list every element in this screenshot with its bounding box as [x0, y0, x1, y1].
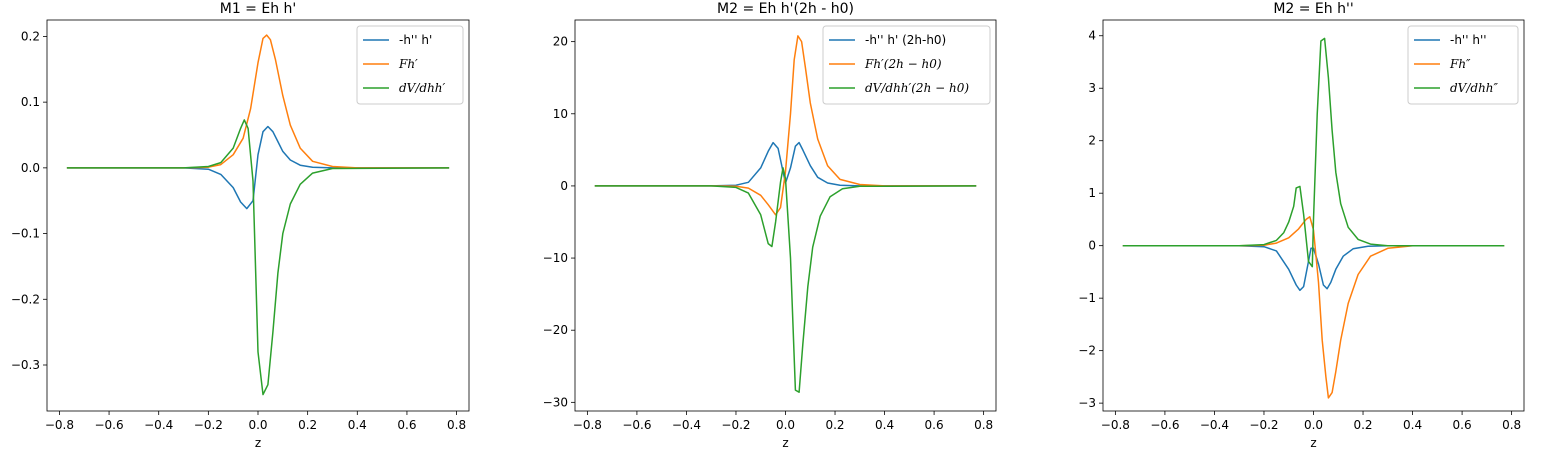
- legend-box: [1407, 25, 1519, 105]
- series-line-1: [594, 141, 977, 187]
- x-tick-label: 0.6: [1453, 418, 1472, 432]
- legend-box: [822, 25, 991, 105]
- legend-entry: Fh′(2h − h0): [864, 57, 942, 71]
- y-tick-label: 0: [560, 179, 568, 193]
- y-tick-label: −10: [543, 251, 568, 265]
- y-tick-label: 2: [1088, 134, 1096, 148]
- x-tick-label: 0.8: [447, 418, 466, 432]
- legend-entry: dV/dhh″: [1450, 81, 1499, 95]
- x-tick-label: −0.6: [622, 418, 651, 432]
- legend-entry: dV/dhh′(2h − h0): [865, 81, 969, 95]
- legend-box: [356, 25, 464, 105]
- axes-frame: [574, 19, 997, 412]
- x-tick-label: 0.2: [1353, 418, 1372, 432]
- legend-entry: -h'' h' (2h-h0): [865, 33, 946, 47]
- chart-title: M2 = Eh h'': [1273, 1, 1353, 17]
- legend-entry: dV/dhh′: [399, 81, 446, 95]
- axes-frame: [46, 19, 470, 412]
- x-axis-label: z: [782, 436, 788, 450]
- series-line-3: [594, 167, 977, 393]
- y-tick-label: 10: [553, 107, 568, 121]
- legend-entry: -h'' h'': [1450, 33, 1487, 47]
- y-tick-label: 0: [1088, 239, 1096, 253]
- series-line-2: [66, 34, 450, 169]
- chart-panel-3: −0.8 −0.6 −0.4 −0.2 0.0 0.2 0.4 0.6 0.8 −3 −2 −1 0 1 2…: [1078, 1, 1525, 450]
- y-tick-label: 0.1: [21, 95, 40, 109]
- x-tick-label: 0.6: [925, 418, 944, 432]
- x-tick-label: 0.8: [1502, 418, 1521, 432]
- y-tick-label: −1: [1078, 291, 1096, 305]
- y-tick-label: 20: [553, 35, 568, 49]
- axes-frame: [1102, 19, 1525, 412]
- y-tick-label: 3: [1088, 81, 1096, 95]
- series-line-3: [66, 119, 450, 396]
- x-tick-label: −0.2: [721, 418, 750, 432]
- chart-title: M2 = Eh h'(2h - h0): [717, 1, 854, 17]
- x-tick-label: 0.8: [974, 418, 993, 432]
- chart-panel-2: −0.8 −0.6 −0.4 −0.2 0.0 0.2 0.4 0.6 0.8 −30 −20 −10…: [543, 1, 997, 450]
- x-tick-label: 0.4: [348, 418, 367, 432]
- x-tick-label: −0.2: [194, 418, 223, 432]
- x-tick-label: 0.4: [1403, 418, 1422, 432]
- y-tick-label: −3: [1078, 396, 1096, 410]
- series-line-3: [1122, 37, 1505, 268]
- y-tick-label: −0.2: [11, 292, 40, 306]
- y-tick-label: −20: [543, 323, 568, 337]
- y-tick-label: −30: [543, 395, 568, 409]
- x-tick-label: −0.6: [1150, 418, 1179, 432]
- y-tick-label: 0.2: [21, 29, 40, 43]
- legend-entry: Fh′: [398, 57, 418, 71]
- legend-entry: Fh″: [1449, 57, 1471, 71]
- y-tick-label: 4: [1088, 29, 1096, 43]
- chart-title: M1 = Eh h': [220, 1, 297, 17]
- x-tick-label: −0.8: [45, 418, 74, 432]
- x-tick-label: −0.8: [1101, 418, 1130, 432]
- y-tick-label: −0.3: [11, 358, 40, 372]
- y-tick-label: 1: [1088, 186, 1096, 200]
- legend-entry: -h'' h': [399, 33, 432, 47]
- x-tick-label: 0.2: [298, 418, 317, 432]
- x-tick-label: 0.4: [875, 418, 894, 432]
- x-tick-label: 0.2: [825, 418, 844, 432]
- x-tick-label: −0.6: [94, 418, 123, 432]
- y-tick-label: 0.0: [21, 161, 40, 175]
- series-line-2: [1122, 216, 1505, 399]
- x-tick-label: −0.4: [1200, 418, 1229, 432]
- x-tick-label: 0.0: [248, 418, 267, 432]
- chart-panel-1: −0.8 −0.6 −0.4 −0.2 0.0 0.2 0.4 0.6 0.8 −0.3 −0.2 −…: [11, 1, 470, 450]
- y-tick-label: −0.1: [11, 227, 40, 241]
- x-tick-label: −0.4: [144, 418, 173, 432]
- x-tick-label: −0.4: [672, 418, 701, 432]
- x-tick-label: 0.0: [1304, 418, 1323, 432]
- x-tick-label: −0.8: [573, 418, 602, 432]
- x-tick-label: 0.6: [397, 418, 416, 432]
- x-tick-label: 0.0: [776, 418, 795, 432]
- series-line-2: [594, 35, 977, 216]
- series-line-1: [66, 125, 450, 210]
- x-axis-label: z: [1310, 436, 1316, 450]
- x-tick-label: −0.2: [1249, 418, 1278, 432]
- x-axis-label: z: [255, 436, 261, 450]
- y-tick-label: −2: [1078, 344, 1096, 358]
- series-line-1: [1122, 244, 1505, 292]
